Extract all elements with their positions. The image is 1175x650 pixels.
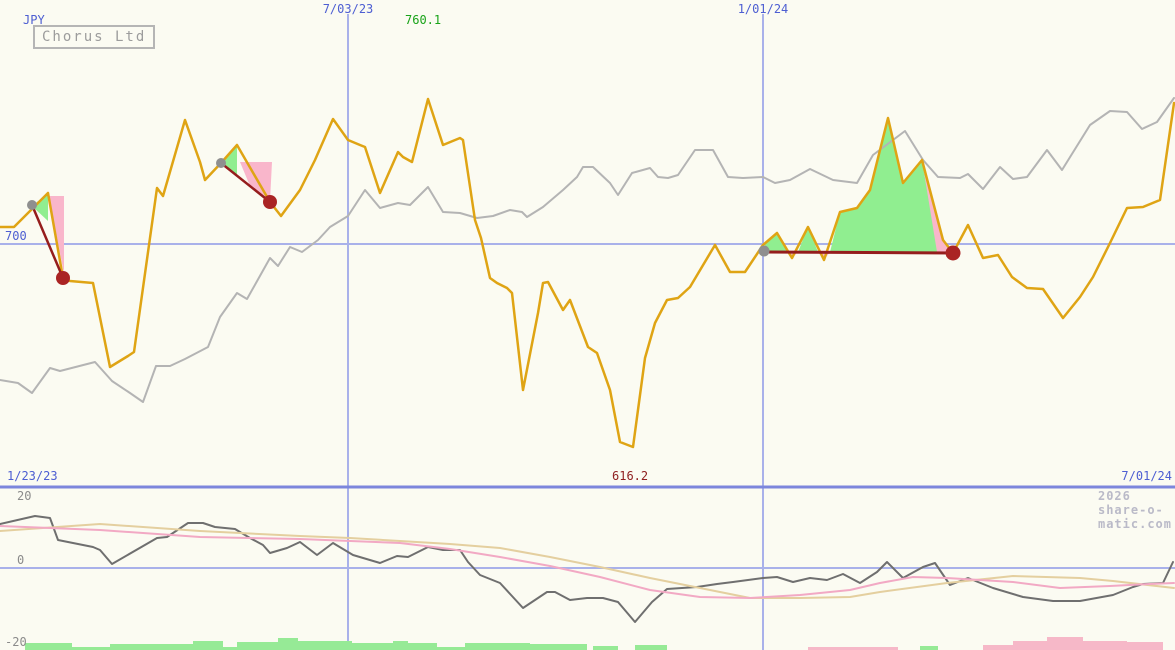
date-label-top-2: 1/01/24 — [737, 2, 789, 16]
indicator-label-0: 0 — [17, 553, 25, 567]
price-high-label: 760.1 — [405, 13, 442, 27]
date-label-top-1: 7/03/23 — [322, 2, 374, 16]
indicator-label-neg20: -20 — [5, 635, 27, 649]
price-low-label: 616.2 — [612, 469, 649, 483]
date-label-bottom-left: 1/23/23 — [7, 469, 58, 483]
price-gridline-label: 700 — [5, 229, 27, 243]
watermark: 2026 share-o-matic.com — [1097, 489, 1172, 531]
instrument-title: Chorus Ltd — [33, 25, 156, 49]
indicator-label-20: 20 — [17, 489, 32, 503]
date-label-bottom-right: 7/01/24 — [1121, 469, 1172, 483]
currency-label: JPY — [23, 13, 45, 27]
